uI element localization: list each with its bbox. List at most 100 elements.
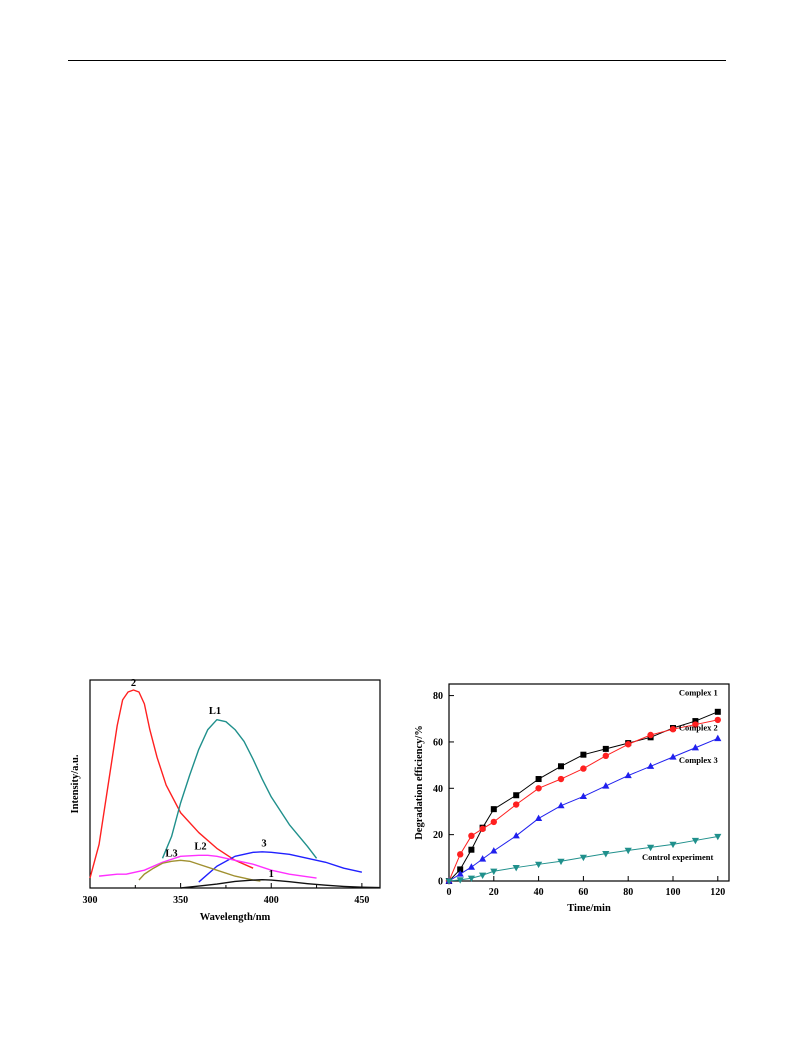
- data-point: [457, 866, 464, 873]
- x-tick-label: 350: [173, 895, 188, 906]
- data-point: [714, 833, 722, 841]
- x-tick-label: 450: [354, 895, 369, 906]
- data-point: [624, 771, 632, 779]
- data-point: [535, 785, 542, 792]
- data-point: [602, 782, 610, 789]
- series-L2: L2: [98, 841, 317, 879]
- y-tick-label: 60: [433, 737, 443, 748]
- series-label: 2: [131, 678, 136, 689]
- y-axis-label: Intensity/a.u.: [70, 754, 81, 813]
- x-tick-label: 20: [489, 887, 499, 898]
- series-label: 3: [261, 838, 266, 849]
- data-point: [714, 734, 722, 742]
- y-tick-label: 40: [433, 784, 443, 795]
- data-point: [625, 741, 632, 748]
- data-point: [535, 776, 542, 783]
- data-point: [468, 832, 475, 840]
- y-tick-label: 0: [438, 877, 443, 888]
- data-point: [456, 877, 464, 884]
- series-label: Control experiment: [642, 852, 714, 862]
- data-point: [557, 775, 565, 783]
- data-point: [557, 801, 565, 809]
- data-point: [467, 875, 475, 883]
- series-line: [198, 851, 363, 883]
- data-point: [579, 792, 587, 800]
- data-point: [714, 708, 721, 715]
- x-tick-label: 80: [623, 887, 633, 898]
- data-point: [490, 818, 497, 826]
- data-point: [669, 753, 677, 760]
- data-point: [490, 868, 498, 876]
- series-L3: L3: [138, 848, 261, 882]
- series-2: 2: [89, 678, 254, 879]
- x-axis-label: Wavelength/nm: [200, 912, 271, 923]
- series-control-experiment: Control experiment: [445, 833, 722, 885]
- x-tick-label: 400: [264, 895, 279, 906]
- y-tick-label: 80: [433, 691, 443, 702]
- data-point: [512, 832, 520, 839]
- data-point: [692, 721, 699, 728]
- x-tick-label: 40: [534, 887, 544, 898]
- data-point: [468, 846, 475, 853]
- series-line: [161, 719, 318, 859]
- data-point: [513, 801, 520, 808]
- data-point: [445, 878, 453, 885]
- data-point: [479, 855, 487, 862]
- data-point: [535, 814, 543, 822]
- series-3: 3: [198, 838, 363, 883]
- series-label: Complex 1: [679, 688, 718, 698]
- series-line: [89, 689, 254, 879]
- y-axis-label: Degradation efficiency/%: [414, 725, 425, 840]
- data-point: [580, 765, 587, 772]
- data-point: [647, 844, 655, 852]
- x-tick-label: 0: [447, 887, 452, 898]
- series-label: L3: [165, 848, 177, 859]
- data-point: [692, 718, 699, 725]
- plot-frame: [448, 683, 730, 882]
- data-point: [558, 763, 564, 770]
- data-point: [602, 752, 609, 760]
- data-point: [479, 872, 487, 880]
- header-rule: [68, 60, 726, 61]
- series-label: Complex 3: [679, 755, 718, 765]
- plot-frame: [89, 679, 381, 889]
- series-line: [138, 859, 261, 882]
- series-L1: L1: [161, 706, 318, 859]
- x-tick-label: 100: [666, 887, 681, 898]
- data-point: [624, 847, 632, 855]
- data-point: [479, 825, 486, 833]
- data-point: [647, 762, 655, 769]
- data-point: [513, 792, 520, 799]
- data-point: [512, 864, 520, 872]
- series-label: 1: [269, 869, 274, 880]
- data-point: [490, 806, 497, 813]
- series-label: L2: [194, 841, 206, 852]
- fluorescence-spectra-chart: 300 350 400 450 Wavelength/nm Intensity/a.u. 2…: [70, 678, 381, 923]
- data-point: [535, 861, 543, 869]
- x-tick-label: 60: [578, 887, 588, 898]
- series-1: 1: [180, 869, 381, 889]
- series-label: Complex 2: [679, 722, 718, 732]
- data-point: [714, 716, 721, 724]
- data-point: [490, 847, 498, 854]
- data-point: [647, 731, 654, 739]
- data-point: [691, 743, 699, 751]
- x-tick-label: 120: [710, 887, 725, 898]
- data-point: [579, 854, 587, 862]
- data-point: [691, 837, 699, 845]
- series-line: [98, 854, 317, 879]
- degradation-efficiency-chart: 0 20 40 60 80 100 120 0 20 40 60 80 Time/min Degradat…: [414, 683, 730, 914]
- x-axis-label: Time/min: [567, 903, 611, 914]
- data-point: [669, 841, 677, 849]
- data-point: [557, 858, 565, 866]
- data-point: [669, 725, 677, 733]
- data-point: [467, 863, 475, 870]
- y-tick-label: 20: [433, 830, 443, 841]
- data-point: [580, 751, 587, 758]
- x-tick-label: 300: [83, 895, 98, 906]
- series-label: L1: [209, 706, 221, 717]
- series-line: [180, 878, 381, 889]
- data-point: [456, 870, 464, 877]
- data-point: [602, 745, 609, 752]
- series-complex-3: Complex 3: [445, 734, 722, 884]
